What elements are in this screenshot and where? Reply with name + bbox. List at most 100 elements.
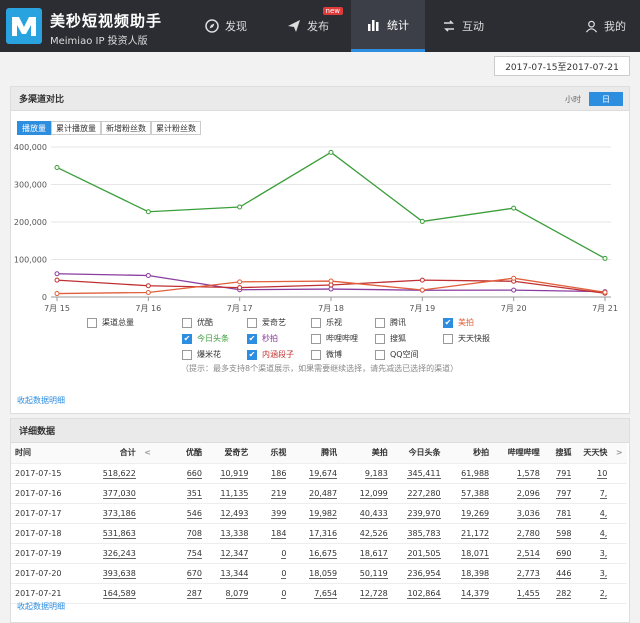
table-cell: 0: [252, 543, 291, 564]
table-cell: 227,280: [391, 483, 445, 504]
channel-checkbox[interactable]: 优酷: [182, 317, 213, 328]
channel-checkbox[interactable]: ✔ 美拍: [443, 317, 474, 328]
channel-checkbox[interactable]: ✔ 内涵段子: [247, 349, 294, 360]
channel-checkbox[interactable]: 乐视: [311, 317, 342, 328]
checkbox-label: 今日头条: [197, 334, 229, 343]
table-cell: [611, 543, 627, 564]
checkbox-box[interactable]: [311, 333, 321, 344]
tab-cumulative-plays[interactable]: 累计播放量: [51, 121, 101, 135]
checkbox-label: 爱奇艺: [262, 318, 286, 327]
table-row: 2017-07-18 531,863 708 13,338 184 17,316 42,52…: [11, 523, 627, 544]
table-cell: 18,071: [444, 543, 494, 564]
table-cell: 219: [252, 483, 291, 504]
channel-checkbox[interactable]: 天天快报: [443, 333, 490, 344]
nav-user-label: 我的: [604, 20, 626, 33]
table-row: 2017-07-16 377,030 351 11,135 219 20,487 12,09…: [11, 483, 627, 504]
table-cell: 797: [543, 483, 576, 504]
unit-day-button[interactable]: 日: [589, 92, 623, 106]
channel-checkbox[interactable]: 爱奇艺: [247, 317, 286, 328]
data-point: [237, 279, 243, 285]
tab-new-fans[interactable]: 新增粉丝数: [101, 121, 151, 135]
table-cell: [139, 463, 156, 484]
table-row: 2017-07-20 393,638 670 13,344 0 18,059 50,119 2…: [11, 563, 627, 584]
paper-plane-icon: [288, 20, 300, 32]
table-cell: 7,: [575, 483, 612, 504]
checkbox-box[interactable]: [375, 317, 385, 328]
table-cell: 164,589: [84, 583, 140, 604]
bar-chart-icon: [368, 19, 379, 31]
channel-checkbox[interactable]: 微博: [311, 349, 342, 360]
table-cell: 19,269: [444, 503, 494, 524]
scroll-right-button[interactable]: >: [611, 443, 627, 464]
column-header: 时间: [11, 443, 85, 464]
table-cell: 670: [155, 563, 206, 584]
checkbox-box[interactable]: [247, 317, 257, 328]
table-cell: 42,526: [341, 523, 392, 544]
x-tick-label: 7月 21: [592, 304, 618, 313]
table-cell: 385,783: [391, 523, 445, 544]
table-cell: [139, 483, 156, 504]
checkbox-box[interactable]: ✔: [247, 333, 257, 344]
checkbox-box[interactable]: [182, 317, 192, 328]
table-cell: [611, 503, 627, 524]
checkbox-box[interactable]: [443, 333, 453, 344]
table-cell: 20,487: [290, 483, 342, 504]
checkbox-box[interactable]: ✔: [182, 333, 192, 344]
column-header: 腾讯: [290, 443, 342, 464]
channel-checkbox[interactable]: 渠道总量: [87, 317, 134, 328]
table-cell: 2017-07-15: [11, 463, 85, 484]
checkbox-box[interactable]: [311, 349, 321, 360]
checkbox-label: 爆米花: [197, 350, 221, 359]
channel-checkbox[interactable]: 腾讯: [375, 317, 406, 328]
checkbox-box[interactable]: [311, 317, 321, 328]
table-cell: [611, 463, 627, 484]
nav-discover[interactable]: 发现: [205, 0, 247, 52]
nav-user[interactable]: 我的: [585, 0, 626, 52]
nav-publish[interactable]: 发布 new: [287, 0, 343, 52]
data-point: [328, 149, 334, 155]
channel-checkbox[interactable]: 爆米花: [182, 349, 221, 360]
collapse-details-link[interactable]: 收起数据明细: [17, 396, 65, 405]
tab-cumulative-fans[interactable]: 累计粉丝数: [151, 121, 201, 135]
table-row: 2017-07-21 164,589 287 8,079 0 7,654 12,728 102…: [11, 583, 627, 604]
checkbox-box[interactable]: [375, 333, 385, 344]
checkbox-box[interactable]: [182, 349, 192, 360]
checkbox-label: 内涵段子: [262, 350, 294, 359]
column-header: 爱奇艺: [205, 443, 253, 464]
nav-interaction-label: 互动: [462, 20, 484, 33]
channel-checkbox[interactable]: ✔ 秒拍: [247, 333, 278, 344]
nav-interaction[interactable]: 互动: [442, 0, 484, 52]
table-cell: 2,: [575, 583, 612, 604]
table-cell: [611, 583, 627, 604]
channel-checkbox[interactable]: 哔哩哔哩: [311, 333, 358, 344]
table-cell: 13,344: [205, 563, 253, 584]
table-cell: [139, 523, 156, 544]
tab-plays[interactable]: 播放量: [17, 121, 51, 135]
collapse-details-link-bottom[interactable]: 收起数据明细: [17, 602, 65, 611]
table-row: 2017-07-19 326,243 754 12,347 0 16,675 18,617 2…: [11, 543, 627, 564]
y-tick-label: 100,000: [14, 256, 47, 265]
date-range-picker[interactable]: 2017-07-15至2017-07-21: [494, 56, 630, 76]
table-cell: 12,493: [205, 503, 253, 524]
checkbox-label: 哔哩哔哩: [326, 334, 358, 343]
checkbox-box[interactable]: ✔: [443, 317, 453, 328]
nav-statistics[interactable]: 统计: [351, 0, 425, 52]
table-cell: 4,: [575, 503, 612, 524]
checkbox-label: 渠道总量: [102, 318, 134, 327]
table-cell: 326,243: [84, 543, 140, 564]
unit-hour-button[interactable]: 小时: [565, 94, 581, 104]
channel-checkbox[interactable]: QQ空间: [375, 349, 419, 360]
channel-checkbox[interactable]: 搜狐: [375, 333, 406, 344]
table-body: 2017-07-15 518,622 660 10,919 186 19,674 9,183…: [11, 463, 627, 604]
data-point: [237, 204, 243, 210]
x-tick-label: 7月 15: [44, 304, 70, 313]
channel-checkbox[interactable]: ✔ 今日头条: [182, 333, 229, 344]
checkbox-box[interactable]: [375, 349, 385, 360]
table-cell: 17,316: [290, 523, 342, 544]
checkbox-box[interactable]: [87, 317, 97, 328]
data-point: [54, 277, 60, 283]
new-badge: new: [322, 7, 343, 15]
checkbox-box[interactable]: ✔: [247, 349, 257, 360]
table-cell: 12,347: [205, 543, 253, 564]
scroll-left-button[interactable]: <: [139, 443, 156, 464]
